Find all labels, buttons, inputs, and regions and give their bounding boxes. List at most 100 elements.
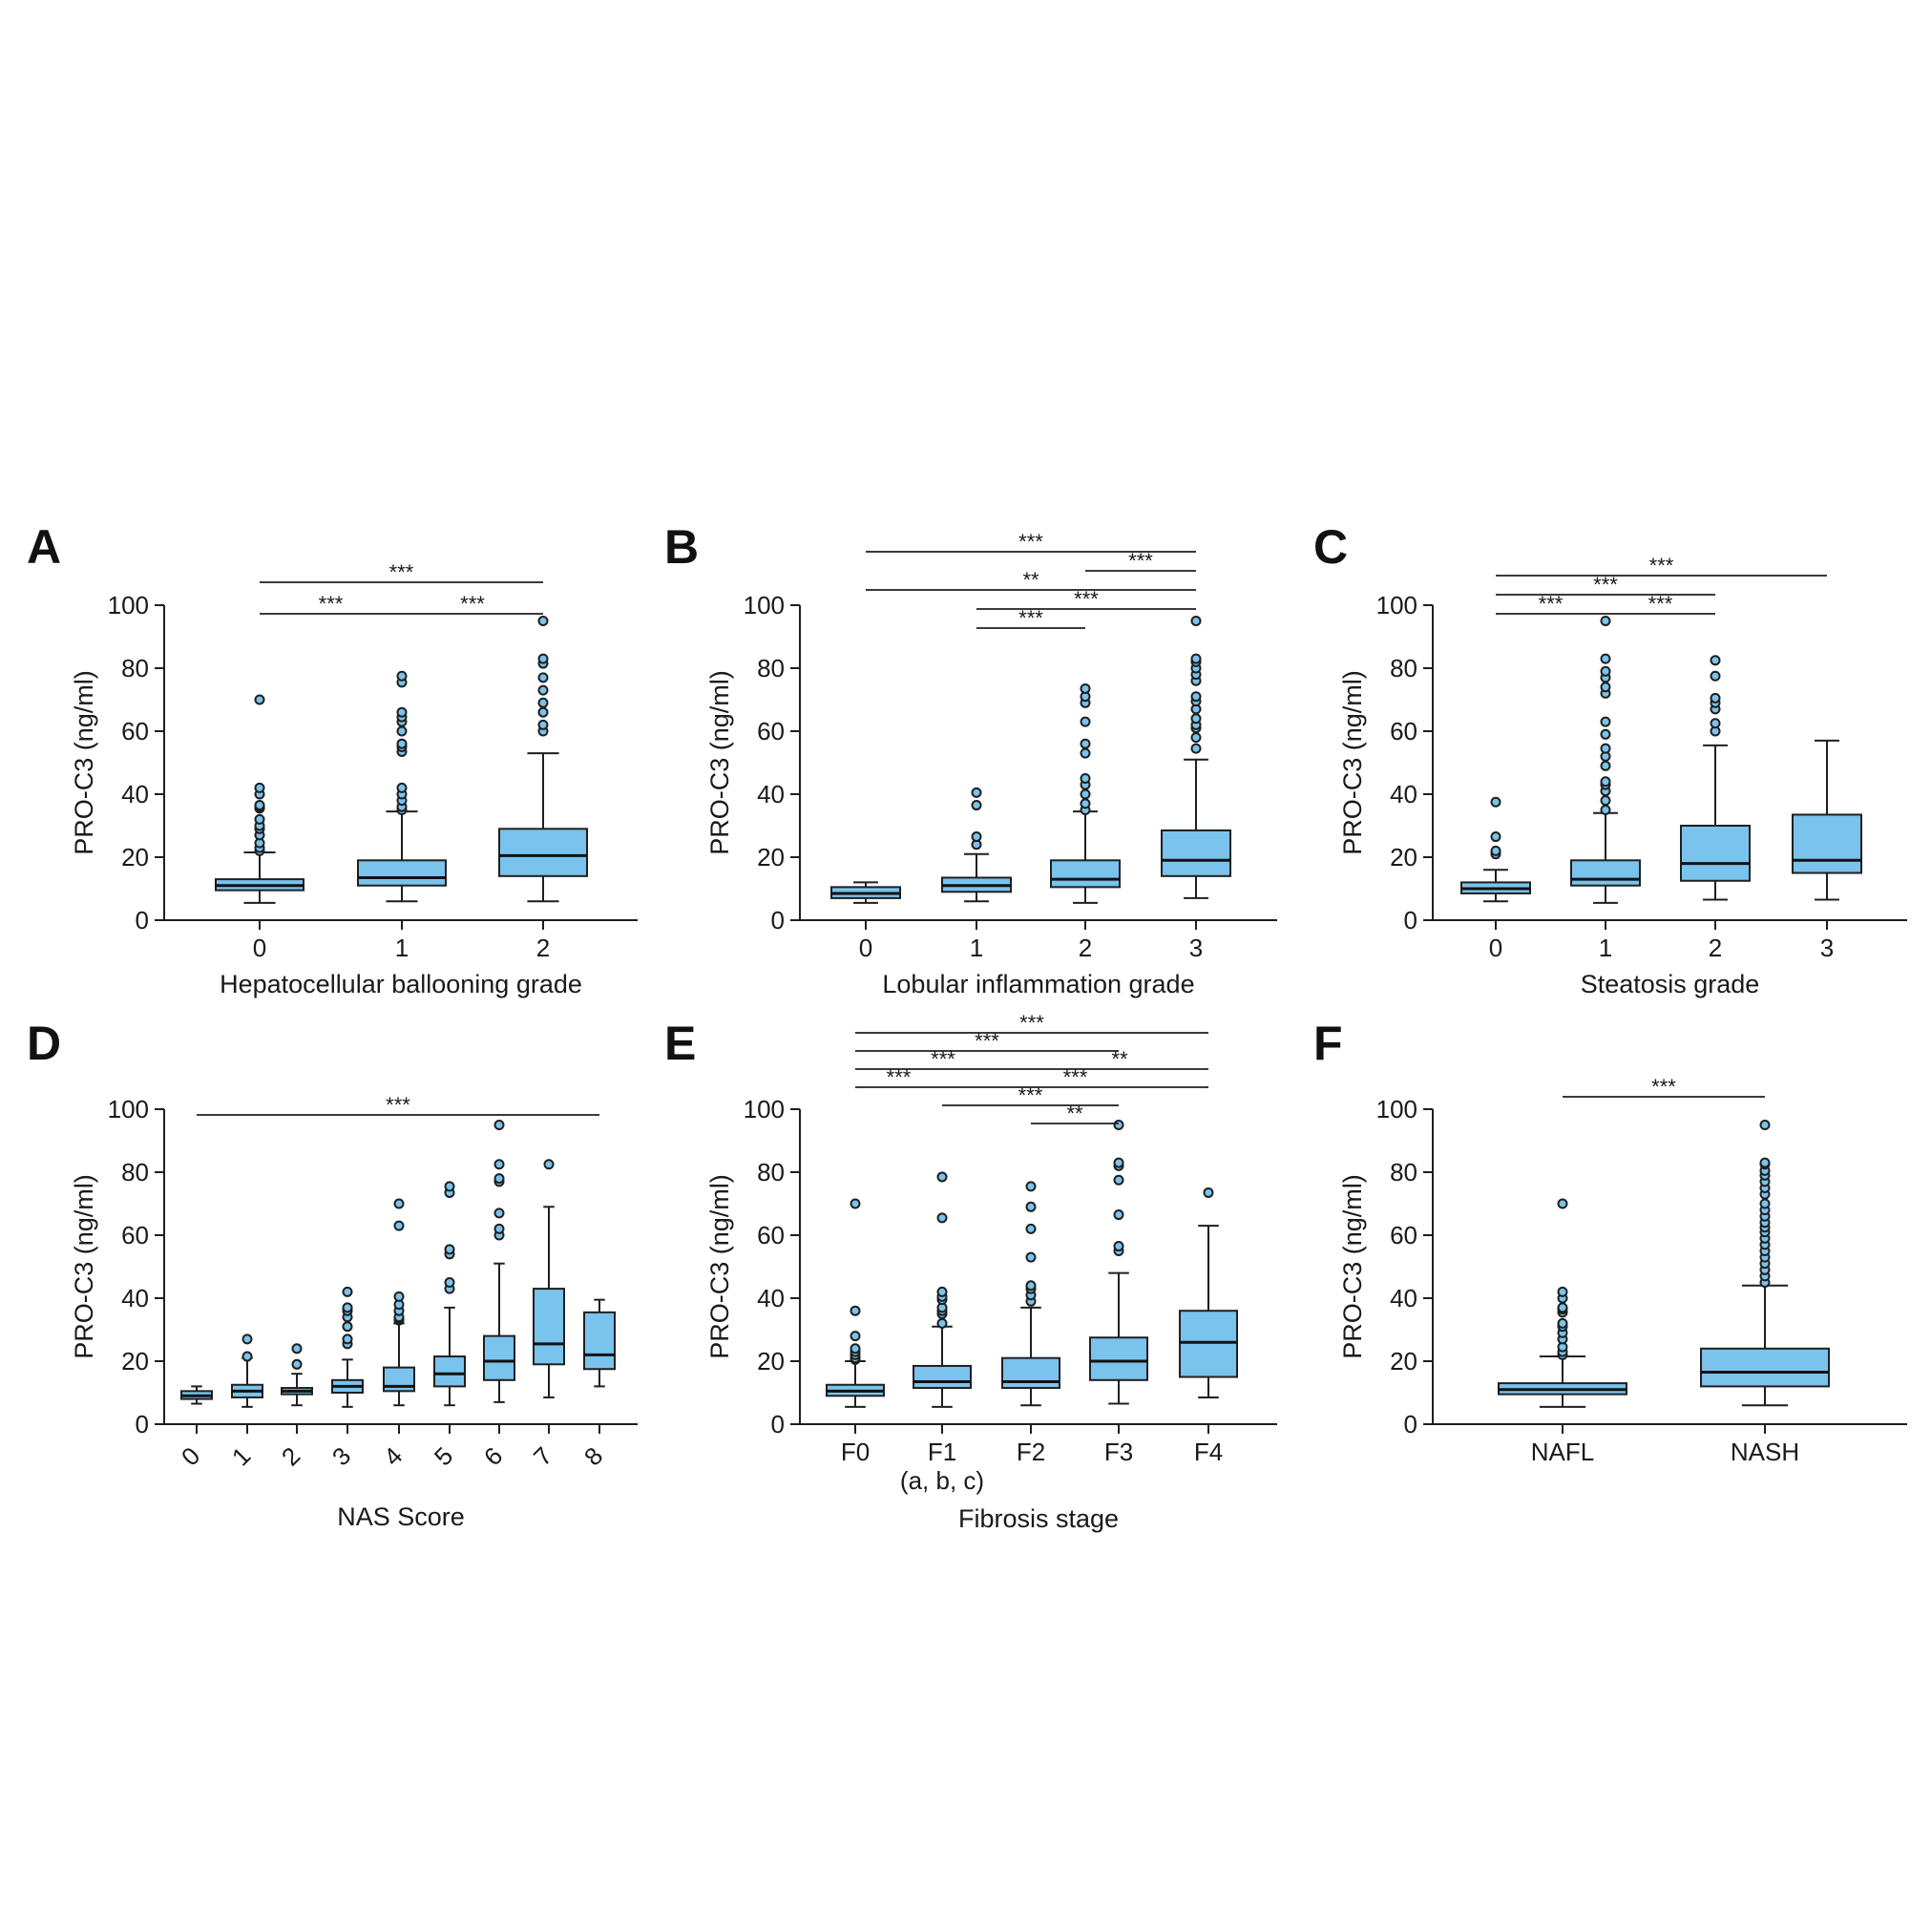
x-axis-label: Fibrosis stage xyxy=(958,1504,1119,1533)
box-2 xyxy=(1680,655,1751,901)
box-4 xyxy=(383,1198,415,1407)
outlier-point xyxy=(396,670,408,682)
x-tick-label: 3 xyxy=(1189,934,1203,962)
outlier-point xyxy=(1203,1186,1214,1198)
x-tick-label: 7 xyxy=(528,1441,557,1471)
y-tick-label: 0 xyxy=(136,1410,149,1438)
x-tick-label: 4 xyxy=(378,1441,408,1471)
significance-label: *** xyxy=(1593,573,1618,597)
y-axis-label: PRO-C3 (ng/ml) xyxy=(70,670,98,855)
x-tick-label: F4 xyxy=(1194,1438,1223,1466)
outlier-point xyxy=(1190,691,1202,703)
significance-label: *** xyxy=(1018,530,1043,554)
significance-label: *** xyxy=(1018,606,1043,630)
significance-label: *** xyxy=(386,1093,410,1117)
panel-e: E 0 20 40 60 80 100 PRO-C3 (ng/ml) F0 F1 F2 F3 F4 (a,… xyxy=(664,1011,1277,1533)
box-1 xyxy=(357,670,447,903)
outlier-point xyxy=(1490,796,1501,808)
outlier-point xyxy=(1190,616,1202,626)
significance-label: *** xyxy=(1128,549,1153,573)
outlier-point xyxy=(537,697,549,708)
y-tick-label: 40 xyxy=(121,780,149,808)
x-tick-label: 1 xyxy=(226,1441,256,1471)
y-tick-label: 60 xyxy=(757,717,785,746)
outlier-point xyxy=(1190,713,1202,724)
outlier-point xyxy=(1025,1201,1037,1212)
x-tick-label: F3 xyxy=(1104,1438,1133,1466)
outlier-point xyxy=(537,616,549,626)
box-iqr xyxy=(483,1334,515,1381)
x-tick-label: 0 xyxy=(253,934,266,962)
box-F2 xyxy=(1001,1181,1060,1407)
y-tick-label: 20 xyxy=(757,843,785,872)
panel-letter: B xyxy=(664,520,699,574)
y-tick-label: 20 xyxy=(757,1347,785,1376)
outlier-point xyxy=(241,1351,253,1362)
x-tick-label: NASH xyxy=(1731,1438,1799,1466)
box-iqr xyxy=(433,1355,466,1388)
x-tick-label: 1 xyxy=(970,934,983,962)
y-tick-label: 100 xyxy=(108,1095,149,1124)
significance-label: *** xyxy=(1649,554,1674,578)
significance-label: *** xyxy=(1019,1011,1044,1035)
box-3 xyxy=(1792,739,1862,901)
y-axis-label: PRO-C3 (ng/ml) xyxy=(705,670,734,855)
outlier-point xyxy=(342,1321,353,1333)
outlier-point xyxy=(254,694,265,705)
y-axis-label: PRO-C3 (ng/ml) xyxy=(1338,1174,1367,1359)
box-iqr xyxy=(357,859,447,887)
significance-label: *** xyxy=(1074,587,1099,611)
outlier-point xyxy=(1600,716,1611,727)
outlier-point xyxy=(1710,655,1721,666)
box-NASH xyxy=(1700,1120,1830,1407)
y-tick-label: 20 xyxy=(121,843,149,872)
box-iqr xyxy=(913,1364,972,1390)
outlier-point xyxy=(254,782,265,793)
outlier-point xyxy=(254,800,265,811)
panel-letter: D xyxy=(27,1017,61,1070)
box-NAFL xyxy=(1498,1198,1627,1408)
outlier-point xyxy=(396,738,408,749)
y-tick-label: 0 xyxy=(1404,1410,1417,1438)
outlier-point xyxy=(1190,653,1202,664)
y-tick-label: 80 xyxy=(1390,654,1417,682)
outlier-point xyxy=(971,787,982,798)
x-tick-label: 8 xyxy=(578,1441,608,1471)
y-tick-label: 100 xyxy=(744,591,785,620)
outlier-point xyxy=(342,1334,353,1345)
box-iqr xyxy=(1792,813,1862,874)
box-3 xyxy=(331,1286,364,1408)
box-0 xyxy=(830,881,901,904)
outlier-point xyxy=(1710,718,1721,729)
y-tick-label: 100 xyxy=(744,1095,785,1124)
outlier-point xyxy=(1600,616,1611,626)
outlier-point xyxy=(444,1277,455,1288)
y-tick-label: 40 xyxy=(757,1284,785,1312)
outlier-point xyxy=(1080,682,1091,694)
outlier-point xyxy=(342,1286,353,1297)
outlier-point xyxy=(291,1343,303,1354)
significance-label: *** xyxy=(460,592,485,616)
box-iqr xyxy=(1570,859,1641,887)
box-F3 xyxy=(1089,1120,1148,1405)
outlier-point xyxy=(393,1291,405,1302)
y-tick-label: 20 xyxy=(1390,1347,1417,1376)
y-tick-label: 60 xyxy=(1390,717,1417,746)
outlier-point xyxy=(1759,1120,1771,1130)
y-tick-label: 0 xyxy=(1404,906,1417,934)
outlier-point xyxy=(1600,805,1611,815)
outlier-point xyxy=(1080,738,1091,749)
x-tick-label: 0 xyxy=(176,1441,205,1471)
box-0 xyxy=(1460,796,1531,903)
panel-letter: A xyxy=(27,520,61,574)
y-tick-label: 40 xyxy=(757,780,785,808)
y-axis-label: PRO-C3 (ng/ml) xyxy=(705,1174,734,1359)
outlier-point xyxy=(1600,653,1611,664)
outlier-point xyxy=(936,1171,948,1183)
outlier-point xyxy=(1080,716,1091,727)
outlier-point xyxy=(1600,743,1611,754)
outlier-point xyxy=(1600,776,1611,788)
outlier-point xyxy=(1025,1223,1037,1234)
